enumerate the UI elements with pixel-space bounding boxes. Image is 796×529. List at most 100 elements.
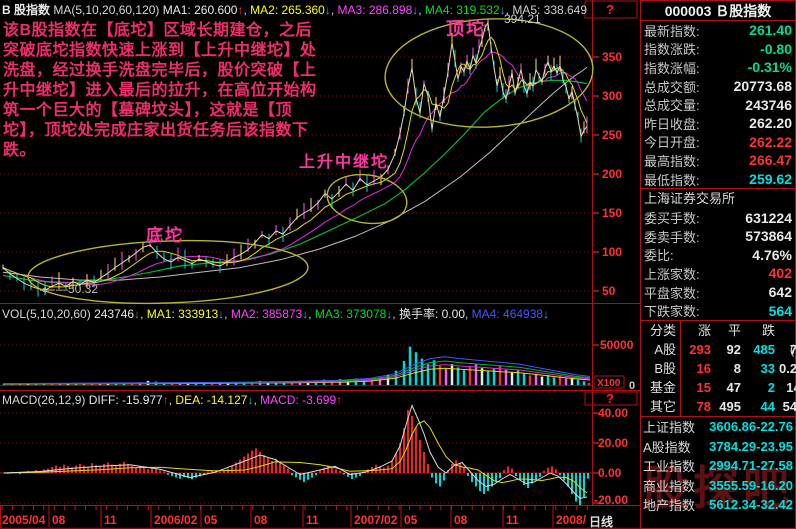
time-axis-label: 2005/04 — [2, 513, 46, 527]
vol-indicator-segment: 换手率: 0.00 — [398, 307, 465, 321]
analysis-annotation: 该B股指数在【底坨】区域长期建仓，之后突破底坨指数快速上涨到【上升中继坨】处洗盘… — [3, 22, 317, 159]
vol-indicator-segment: ↓ — [386, 307, 393, 321]
quote-row: 指数涨幅: -0.31% — [641, 58, 795, 77]
breadth-cell: 78 — [696, 398, 711, 414]
quote-row-value: 20773.68 — [733, 78, 792, 95]
divider — [641, 188, 795, 190]
breadth-cell: 2 — [767, 379, 775, 395]
time-axis-label: 2006/02 — [154, 513, 198, 527]
svg-text:350: 350 — [602, 50, 622, 64]
vol-indicator-segment: , — [392, 307, 399, 321]
breadth-cell: 495 — [719, 398, 741, 414]
svg-text:50000: 50000 — [600, 338, 634, 352]
time-axis-label: 05 — [404, 513, 418, 527]
macd-indicator-segment: ↑ — [336, 393, 343, 407]
vol-indicator-segment: MA1: 333913 — [146, 307, 219, 321]
label-peak-value: 394.21 — [504, 12, 541, 26]
macd-panel-header: MACD(26,12,9) DIFF: -15.977↑, DEA: -14.1… — [2, 393, 590, 407]
price-panel-header: B 股指数 MA(5,10,20,60,120) MA1: 260.600↑, … — [2, 1, 590, 18]
quote-row: 上涨家数: 402 — [641, 264, 795, 283]
vol-indicator-segment: , — [224, 307, 231, 321]
index-value: 5612.34-32.42 — [709, 497, 793, 513]
svg-text:200: 200 — [602, 167, 622, 181]
ma-indicator-segment: MA1: 260.600 — [162, 3, 238, 17]
quote-row-label: 指数涨幅: — [644, 60, 700, 76]
breadth-cell: 47 — [726, 379, 741, 395]
quote-row-value: 266.47 — [749, 152, 792, 169]
time-axis-label: 11 — [104, 513, 117, 527]
quote-row: 委卖手数: 573864 — [641, 227, 795, 246]
quote-row: 委比: 4.76% — [641, 246, 795, 265]
svg-text:0.00: 0.00 — [598, 466, 622, 480]
time-axis-label: 2008/ — [556, 513, 587, 527]
breadth-cell: 44 — [760, 398, 775, 414]
ma-indicator-segment: ↓ — [324, 3, 331, 17]
quote-row-label: 平盘家数: — [644, 285, 700, 301]
vol-indicator-segment: ↓ — [543, 307, 550, 321]
breadth-header-cell: 跌 — [761, 322, 775, 338]
macd-indicator-segment: MACD(26,12,9) — [2, 393, 89, 407]
quote-rows-secondary: 委买手数: 631224 委卖手数: 573864 委比: 4.76% 上涨家数: 402 平盘… — [641, 208, 795, 320]
breadth-cell: 92 — [726, 341, 741, 357]
time-axis-label: 11 — [506, 513, 519, 527]
quote-row: 昨日收盘: 262.20 — [641, 114, 795, 133]
quote-row-value: 564 — [768, 302, 792, 319]
vol-indicator-segment: MA4: 464938 — [471, 307, 544, 321]
ma-indicator-segment: MA2: 265.360 — [250, 3, 325, 17]
quote-row-value: 573864 — [745, 228, 792, 245]
breadth-cell: B股 — [641, 358, 681, 378]
breadth-cell: 15 — [696, 379, 711, 395]
svg-text:40.00: 40.00 — [598, 406, 628, 420]
macd-indicator-segment: , — [168, 393, 176, 407]
quote-row-label: 上涨家数: — [644, 266, 700, 282]
quote-row-label: 最低指数: — [644, 172, 700, 188]
label-mid-pile: 上升中继坨 — [299, 154, 390, 171]
index-value: 2994.71-27.58 — [709, 458, 793, 474]
breadth-cell: 基金 — [641, 377, 681, 397]
period-daily-button[interactable]: 日线 — [589, 515, 614, 529]
vol-indicator-segment: ↓ — [218, 307, 225, 321]
quote-row-label: 下跌家数: — [644, 304, 700, 320]
vol-indicator-segment: , — [465, 307, 472, 321]
svg-text:20.00: 20.00 — [598, 436, 628, 450]
ma-indicator-segment: MA4: 319.532 — [424, 3, 500, 17]
exchange-name: 上海证券交易所 — [644, 191, 736, 207]
breadth-cell: 5410 — [782, 398, 796, 414]
breadth-cell: 33 — [760, 360, 775, 376]
volume-panel-header: VOL(5,10,20,60) 243746↓, MA1: 333913↓, M… — [2, 305, 590, 322]
macd-indicator-segment: ↓ — [247, 393, 254, 407]
divider — [641, 415, 795, 417]
chart-region: 350 300 250 200 150 100 50 50000 X100 0 40.00 20.00… — [0, 0, 640, 529]
index-value: 3606.86-22.76 — [709, 419, 793, 435]
vol-indicator-segment: MA2: 385873 — [230, 307, 303, 321]
quote-row: 总成交量: 243746 — [641, 95, 795, 114]
breadth-cell: 其它 — [641, 396, 681, 416]
quote-rows-primary: 最新指数: 261.40 指数涨跌: -0.80 指数涨幅: -0.31% 总成交额: 207… — [641, 21, 795, 188]
breadth-header-cell: 平 — [727, 322, 741, 338]
quote-row-label: 指数涨跌: — [644, 42, 700, 58]
quote-row-label: 委买手数: — [644, 211, 700, 227]
chart-canvas: 350 300 250 200 150 100 50 50000 X100 0 40.00 20.00… — [0, 0, 640, 505]
divider — [641, 319, 795, 321]
svg-text:-20.00: -20.00 — [594, 493, 628, 505]
svg-text:50: 50 — [602, 284, 616, 298]
quote-row-label: 今日开盘: — [644, 135, 700, 151]
index-name: 上证指数 — [643, 420, 696, 436]
quote-row-value: 642 — [768, 284, 792, 301]
quote-row-label: 最高指数: — [644, 153, 700, 169]
breadth-cell: A股 — [641, 339, 681, 359]
breadth-cell: 485 — [753, 341, 775, 357]
vol-indicator-segment: ↓ — [302, 307, 309, 321]
quote-row-value: 262.22 — [749, 133, 792, 150]
time-axis-label: 05 — [204, 513, 218, 527]
index-quotes-list: 上证指数 3606.86-22.76 A股指数 3784.29-23.95 工业指数 29… — [641, 417, 795, 515]
svg-text:0: 0 — [629, 380, 635, 392]
index-name: 地产指数 — [643, 498, 696, 514]
ma-indicator-segment: ↓ — [412, 3, 419, 17]
index-value: 3784.29-23.95 — [709, 438, 793, 454]
quote-row-label: 委比: — [644, 248, 674, 264]
quote-row: 最高指数: 266.47 — [641, 151, 795, 170]
breadth-header-cell: 额(亿) — [789, 341, 796, 357]
breadth-header-cell: 涨 — [697, 322, 711, 338]
